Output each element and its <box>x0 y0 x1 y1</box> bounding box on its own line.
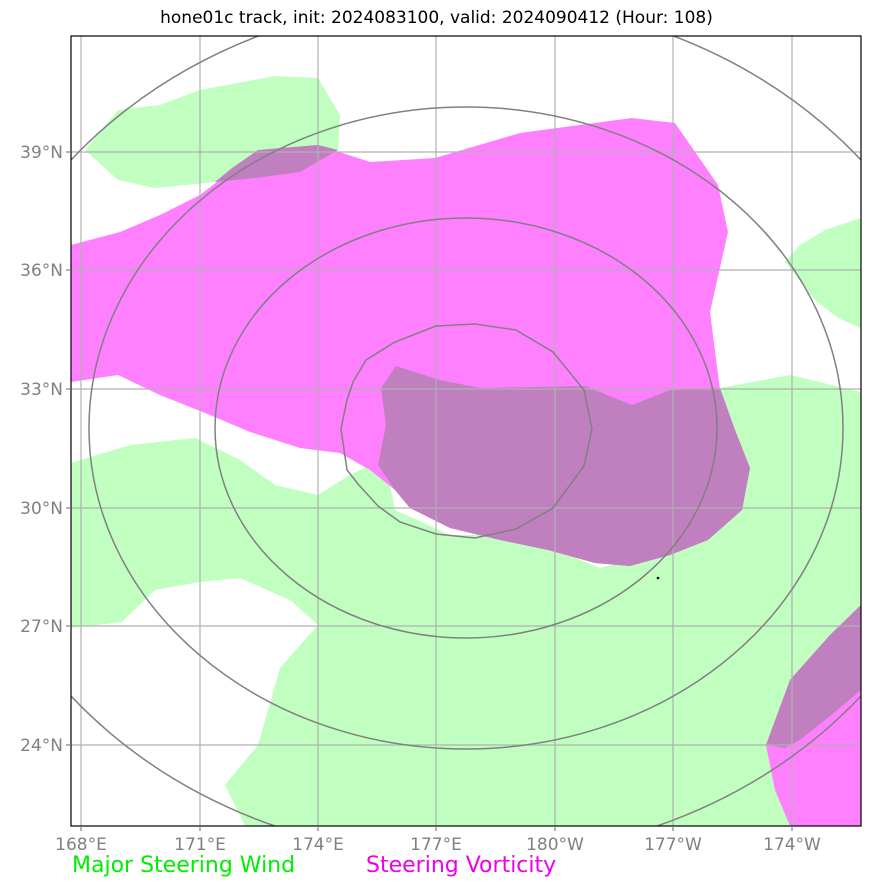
lon-label-171e: 171°E <box>174 835 226 855</box>
lon-label-177w: 177°W <box>644 835 702 855</box>
chart-title: hone01c track, init: 2024083100, valid: … <box>160 8 713 28</box>
legend-steering-vorticity: Steering Vorticity <box>366 853 557 878</box>
lat-label-33n: 33°N <box>20 380 63 400</box>
lon-label-174w: 174°W <box>763 835 821 855</box>
lon-label-168e: 168°E <box>55 835 107 855</box>
lat-label-24n: 24°N <box>20 736 63 756</box>
gridlines <box>71 36 861 826</box>
lat-label-36n: 36°N <box>20 261 63 281</box>
range-rings <box>71 36 861 826</box>
latitude-labels: 39°N 36°N 33°N 30°N 27°N 24°N <box>20 143 63 756</box>
range-ring-second <box>214 217 718 639</box>
overlap-layer <box>215 145 861 748</box>
map-layers <box>71 36 861 826</box>
wind-region-northeast <box>785 218 861 328</box>
lon-label-174e: 174°E <box>292 835 344 855</box>
lon-label-177e: 177°E <box>410 835 462 855</box>
lat-label-39n: 39°N <box>20 143 63 163</box>
overlap-region-center <box>378 366 750 566</box>
legend-steering-wind: Major Steering Wind <box>72 853 296 878</box>
wind-region-south <box>71 375 861 826</box>
tick-marks <box>66 151 793 831</box>
steering-wind-layer <box>71 76 861 826</box>
range-ring-third <box>88 106 844 750</box>
plot-frame <box>70 35 862 827</box>
range-ring-inner <box>340 323 593 539</box>
lat-label-27n: 27°N <box>20 617 63 637</box>
storm-position-marker <box>656 576 660 580</box>
overlap-region-northwest <box>215 145 338 182</box>
lon-label-180w: 180°W <box>526 835 584 855</box>
lat-label-30n: 30°N <box>20 499 63 519</box>
overlap-region-southeast <box>766 605 861 748</box>
longitude-labels: 168°E 171°E 174°E 177°E 180°W 177°W 174°… <box>55 835 821 855</box>
